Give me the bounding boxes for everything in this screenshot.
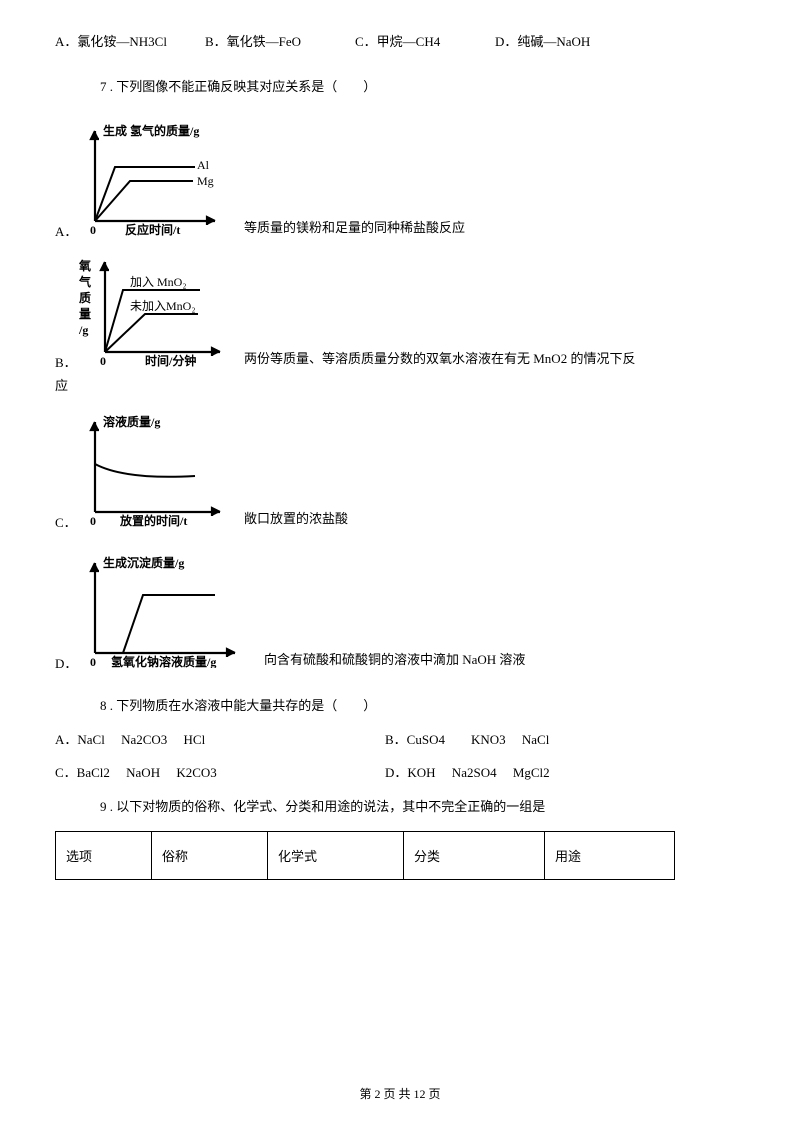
svg-text:放置的时间/t: 放置的时间/t <box>119 513 187 527</box>
q9-th-3: 化学式 <box>268 831 404 879</box>
q6-opt-b: B．氧化铁—FeO <box>205 30 355 53</box>
q7-chart-a: 生成 氢气的质量/g Al Mg 0 反应时间/t <box>75 121 240 240</box>
q6-opt-a: A．氯化铵—NH3Cl <box>55 30 205 53</box>
q9-th-2: 俗称 <box>152 831 268 879</box>
svg-text:溶液质量/g: 溶液质量/g <box>103 414 160 429</box>
svg-text:0: 0 <box>90 223 96 236</box>
q9-th-1: 选项 <box>56 831 152 879</box>
svg-text:时间/分钟: 时间/分钟 <box>145 353 196 367</box>
q6-opt-d: D．纯碱—NaOH <box>495 30 645 53</box>
svg-text:加入 MnO₂: 加入 MnO₂ <box>130 275 187 289</box>
q8-opt-b: B．CuSO4 KNO3 NaCl <box>385 729 745 748</box>
q7-option-c: C． 溶液质量/g 0 放置的时间/t 敞口放置的浓盐酸 <box>55 412 745 531</box>
page-footer: 第 2 页 共 12 页 <box>0 1085 800 1102</box>
q7-option-d: D． 生成沉淀质量/g 0 氢氧化钠溶液质量/g 向含有硫酸和硫酸铜的溶液中滴加… <box>55 553 745 672</box>
svg-text:量: 量 <box>79 307 91 321</box>
q7-b-cont: 应 <box>55 375 745 394</box>
svg-text:气: 气 <box>78 274 91 289</box>
svg-text:0: 0 <box>90 655 96 668</box>
svg-text:Mg: Mg <box>197 174 214 188</box>
q7-d-letter: D． <box>55 653 75 672</box>
svg-text:质: 质 <box>79 290 91 305</box>
q7-c-letter: C． <box>55 512 75 531</box>
q7-chart-b: 氧 气 质 量 /g 加入 MnO₂ 未加入MnO₂ 0 时间/分钟 <box>75 252 240 371</box>
q7-stem: 7 . 下列图像不能正确反映其对应关系是（ ） <box>55 75 745 98</box>
q9-table: 选项 俗称 化学式 分类 用途 <box>55 831 675 880</box>
q6-opt-c: C．甲烷—CH4 <box>355 30 495 53</box>
q7-chart-c: 溶液质量/g 0 放置的时间/t <box>75 412 240 531</box>
q8-opt-c: C．BaCl2 NaOH K2CO3 <box>55 762 385 781</box>
q7-a-letter: A． <box>55 221 75 240</box>
q8-opt-a: A．NaCl Na2CO3 HCl <box>55 729 385 748</box>
svg-text:0: 0 <box>90 514 96 527</box>
q7-b-desc: 两份等质量、等溶质质量分数的双氧水溶液在有无 MnO2 的情况下反 <box>240 348 745 371</box>
q7-option-b: B． 氧 气 质 量 /g 加入 MnO₂ 未加入MnO₂ 0 <box>55 252 745 371</box>
q7-chart-d: 生成沉淀质量/g 0 氢氧化钠溶液质量/g <box>75 553 260 672</box>
q7-option-a: A． 生成 氢气的质量/g Al Mg 0 反应时间/t 等质量的镁粉和足量的同… <box>55 121 745 240</box>
q8-stem: 8 . 下列物质在水溶液中能大量共存的是（ ） <box>55 694 745 717</box>
q7-c-desc: 敞口放置的浓盐酸 <box>240 508 745 531</box>
q9-th-4: 分类 <box>404 831 545 879</box>
q6-options: A．氯化铵—NH3Cl B．氧化铁—FeO C．甲烷—CH4 D．纯碱—NaOH <box>55 30 745 53</box>
svg-text:/g: /g <box>78 323 88 337</box>
svg-text:氧: 氧 <box>78 258 91 273</box>
q8-options-row2: C．BaCl2 NaOH K2CO3 D．KOH Na2SO4 MgCl2 <box>55 762 745 781</box>
q9-th-5: 用途 <box>545 831 675 879</box>
svg-text:Al: Al <box>197 158 210 172</box>
q8-options-row1: A．NaCl Na2CO3 HCl B．CuSO4 KNO3 NaCl <box>55 729 745 748</box>
svg-text:0: 0 <box>100 354 106 367</box>
q8-opt-d: D．KOH Na2SO4 MgCl2 <box>385 762 745 781</box>
q9-stem: 9 . 以下对物质的俗称、化学式、分类和用途的说法，其中不完全正确的一组是 <box>55 795 745 818</box>
svg-text:反应时间/t: 反应时间/t <box>125 222 180 236</box>
q7-a-desc: 等质量的镁粉和足量的同种稀盐酸反应 <box>240 217 745 240</box>
svg-text:氢氧化钠溶液质量/g: 氢氧化钠溶液质量/g <box>111 654 216 668</box>
svg-text:生成 氢气的质量/g: 生成 氢气的质量/g <box>103 123 199 138</box>
q7-d-desc: 向含有硫酸和硫酸铜的溶液中滴加 NaOH 溶液 <box>260 649 745 672</box>
q7-b-letter: B． <box>55 352 75 371</box>
svg-text:未加入MnO₂: 未加入MnO₂ <box>130 299 196 313</box>
svg-text:生成沉淀质量/g: 生成沉淀质量/g <box>103 555 184 570</box>
